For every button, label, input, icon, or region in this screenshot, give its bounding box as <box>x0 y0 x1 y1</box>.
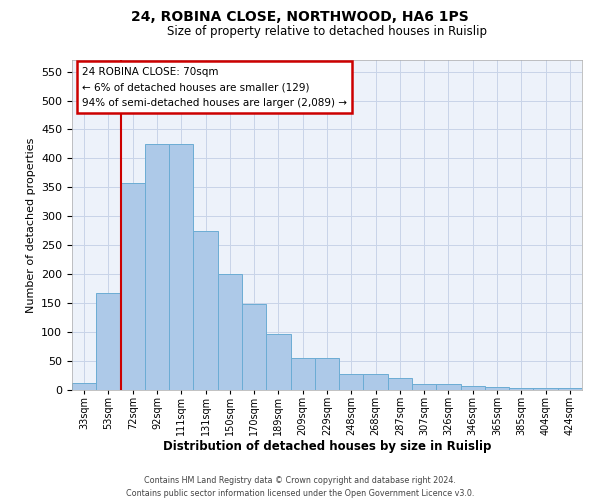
Bar <box>72 383 96 390</box>
Bar <box>96 292 121 390</box>
Bar <box>339 374 364 390</box>
Bar <box>218 274 242 390</box>
Bar <box>509 388 533 390</box>
Bar <box>193 231 218 390</box>
Bar <box>485 387 509 390</box>
Bar <box>169 144 193 390</box>
Text: 24, ROBINA CLOSE, NORTHWOOD, HA6 1PS: 24, ROBINA CLOSE, NORTHWOOD, HA6 1PS <box>131 10 469 24</box>
Bar <box>145 144 169 390</box>
Y-axis label: Number of detached properties: Number of detached properties <box>26 138 35 312</box>
Bar <box>533 388 558 390</box>
Text: Contains HM Land Registry data © Crown copyright and database right 2024.
Contai: Contains HM Land Registry data © Crown c… <box>126 476 474 498</box>
Title: Size of property relative to detached houses in Ruislip: Size of property relative to detached ho… <box>167 25 487 38</box>
Bar <box>266 334 290 390</box>
Bar <box>412 384 436 390</box>
Bar <box>461 386 485 390</box>
Bar <box>388 378 412 390</box>
Bar <box>121 184 145 390</box>
Bar <box>364 374 388 390</box>
Bar <box>436 384 461 390</box>
Bar <box>290 358 315 390</box>
Text: 24 ROBINA CLOSE: 70sqm
← 6% of detached houses are smaller (129)
94% of semi-det: 24 ROBINA CLOSE: 70sqm ← 6% of detached … <box>82 66 347 108</box>
Bar <box>315 358 339 390</box>
Bar <box>242 304 266 390</box>
Bar <box>558 388 582 390</box>
X-axis label: Distribution of detached houses by size in Ruislip: Distribution of detached houses by size … <box>163 440 491 454</box>
